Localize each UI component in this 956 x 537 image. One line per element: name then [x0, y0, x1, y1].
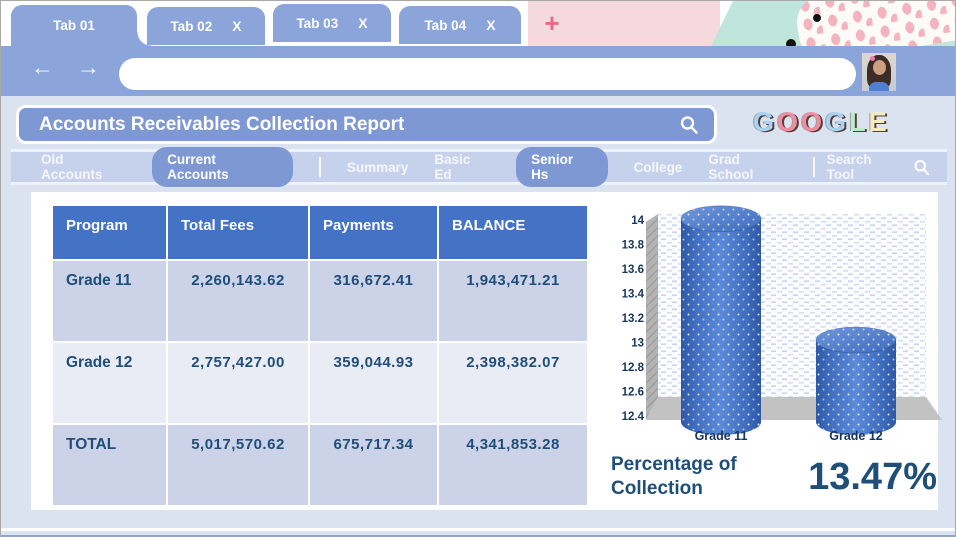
back-arrow-icon[interactable]: ← — [31, 54, 54, 80]
table-header-cell: Total Fees — [168, 206, 308, 259]
report-title: Accounts Receivables Collection Report — [39, 113, 405, 135]
report-panel: Program Total Fees Payments BALANCE Grade 11… — [31, 192, 942, 510]
avatar-flower — [870, 56, 875, 61]
close-tab-icon[interactable]: X — [232, 18, 242, 34]
nav-divider — [812, 157, 815, 177]
tab-label: Tab 04 — [424, 17, 467, 33]
y-axis-tick: 12.6 — [622, 387, 644, 399]
table-header-cell: Payments — [310, 206, 437, 259]
nav-item-grad-school[interactable]: Grad School — [708, 152, 754, 182]
table-cell: 2,260,143.62 — [168, 261, 308, 341]
nav-divider — [318, 157, 321, 177]
y-axis-tick: 13.4 — [622, 289, 645, 301]
table-cell: 2,398,382.07 — [439, 343, 587, 423]
close-tab-icon[interactable]: X — [486, 17, 496, 33]
report-search-bar[interactable]: Accounts Receivables Collection Report — [16, 105, 717, 144]
avatar-face — [873, 60, 886, 75]
tab-01[interactable]: Tab 01 — [11, 5, 151, 46]
tab-label: Tab 02 — [170, 18, 213, 34]
y-axis-tick: 12.8 — [622, 362, 645, 374]
tab-label: Tab 01 — [53, 18, 95, 33]
tab-03[interactable]: Tab 03 X — [273, 4, 391, 42]
y-axis-tick: 14 — [631, 215, 644, 227]
new-tab-button[interactable]: + — [544, 7, 560, 38]
table-cell: 675,717.34 — [310, 425, 437, 505]
address-bar[interactable] — [119, 58, 856, 90]
nav-item-basic-ed[interactable]: Basic Ed — [434, 152, 471, 182]
logo-letter: O — [801, 107, 826, 137]
nav-item-old-accounts[interactable]: Old Accounts — [41, 152, 103, 182]
tab-label: Tab 03 — [296, 15, 339, 31]
nav-item-current-accounts[interactable]: Current Accounts — [152, 147, 293, 187]
nav-item-summary[interactable]: Summary — [346, 159, 409, 175]
summary-label-line2: Collection — [611, 478, 703, 499]
pink-decoration — [528, 1, 720, 46]
table-cell: 2,757,427.00 — [168, 343, 308, 423]
bottom-divider — [1, 528, 955, 531]
nav-item-senior-hs[interactable]: Senior Hs — [516, 147, 608, 187]
close-tab-icon[interactable]: X — [358, 15, 368, 31]
logo-letter: E — [868, 107, 890, 137]
table-header-cell: Program — [53, 206, 166, 259]
black-dot-decoration — [786, 39, 796, 49]
table-row-label: TOTAL — [53, 425, 166, 505]
x-axis-category-label: Grade 12 — [829, 429, 883, 443]
nav-item-college[interactable]: College — [633, 159, 683, 175]
tab-02[interactable]: Tab 02 X — [147, 7, 265, 45]
tab-04[interactable]: Tab 04 X — [399, 6, 521, 44]
nav-item-search-tool[interactable]: Search Tool — [826, 152, 872, 182]
search-tool-icon[interactable] — [912, 158, 931, 177]
logo-letter: G — [753, 107, 778, 137]
table-cell: 316,672.41 — [310, 261, 437, 341]
table-cell: 1,943,471.21 — [439, 261, 587, 341]
browser-toolbar: ← → — [1, 46, 955, 96]
y-axis-tick: 13.8 — [622, 240, 645, 252]
y-axis-tick: 13 — [631, 338, 644, 350]
avatar-shirt — [869, 82, 889, 91]
table-header-cell: BALANCE — [439, 206, 587, 259]
section-nav: Old Accounts Current Accounts Summary Ba… — [11, 147, 947, 187]
user-avatar[interactable] — [862, 53, 896, 91]
table-row-label: Grade 11 — [53, 261, 166, 341]
black-dot-decoration — [813, 14, 821, 22]
y-axis-tick: 13.2 — [622, 313, 644, 325]
y-axis-tick: 13.6 — [622, 264, 644, 276]
google-logo: GOOGLE — [753, 107, 890, 138]
logo-letter: G — [825, 107, 850, 137]
summary-label: Percentage of Collection — [611, 453, 737, 501]
summary-value: 13.47% — [808, 455, 937, 498]
receivables-table: Program Total Fees Payments BALANCE Grade 11… — [53, 206, 587, 505]
x-axis-category-label: Grade 11 — [695, 429, 748, 443]
y-axis-tick: 12.4 — [622, 411, 645, 423]
logo-letter: L — [849, 107, 869, 137]
tab-strip: Tab 01 Tab 02 X Tab 03 X Tab 04 X + — [1, 1, 955, 65]
table-cell: 4,341,853.28 — [439, 425, 587, 505]
summary-label-line1: Percentage of — [611, 454, 737, 476]
collection-summary: Percentage of Collection 13.47% — [611, 450, 941, 504]
chart-side-wall — [646, 214, 658, 420]
collection-chart: 14 13.8 13.6 13.4 13.2 13 12.8 12.6 12.4 Grade 11… — [622, 205, 942, 443]
forward-arrow-icon[interactable]: → — [77, 54, 100, 80]
table-cell: 359,044.93 — [310, 343, 437, 423]
search-icon[interactable] — [678, 114, 700, 136]
table-cell: 5,017,570.62 — [168, 425, 308, 505]
table-row-label: Grade 12 — [53, 343, 166, 423]
logo-letter: O — [777, 107, 802, 137]
